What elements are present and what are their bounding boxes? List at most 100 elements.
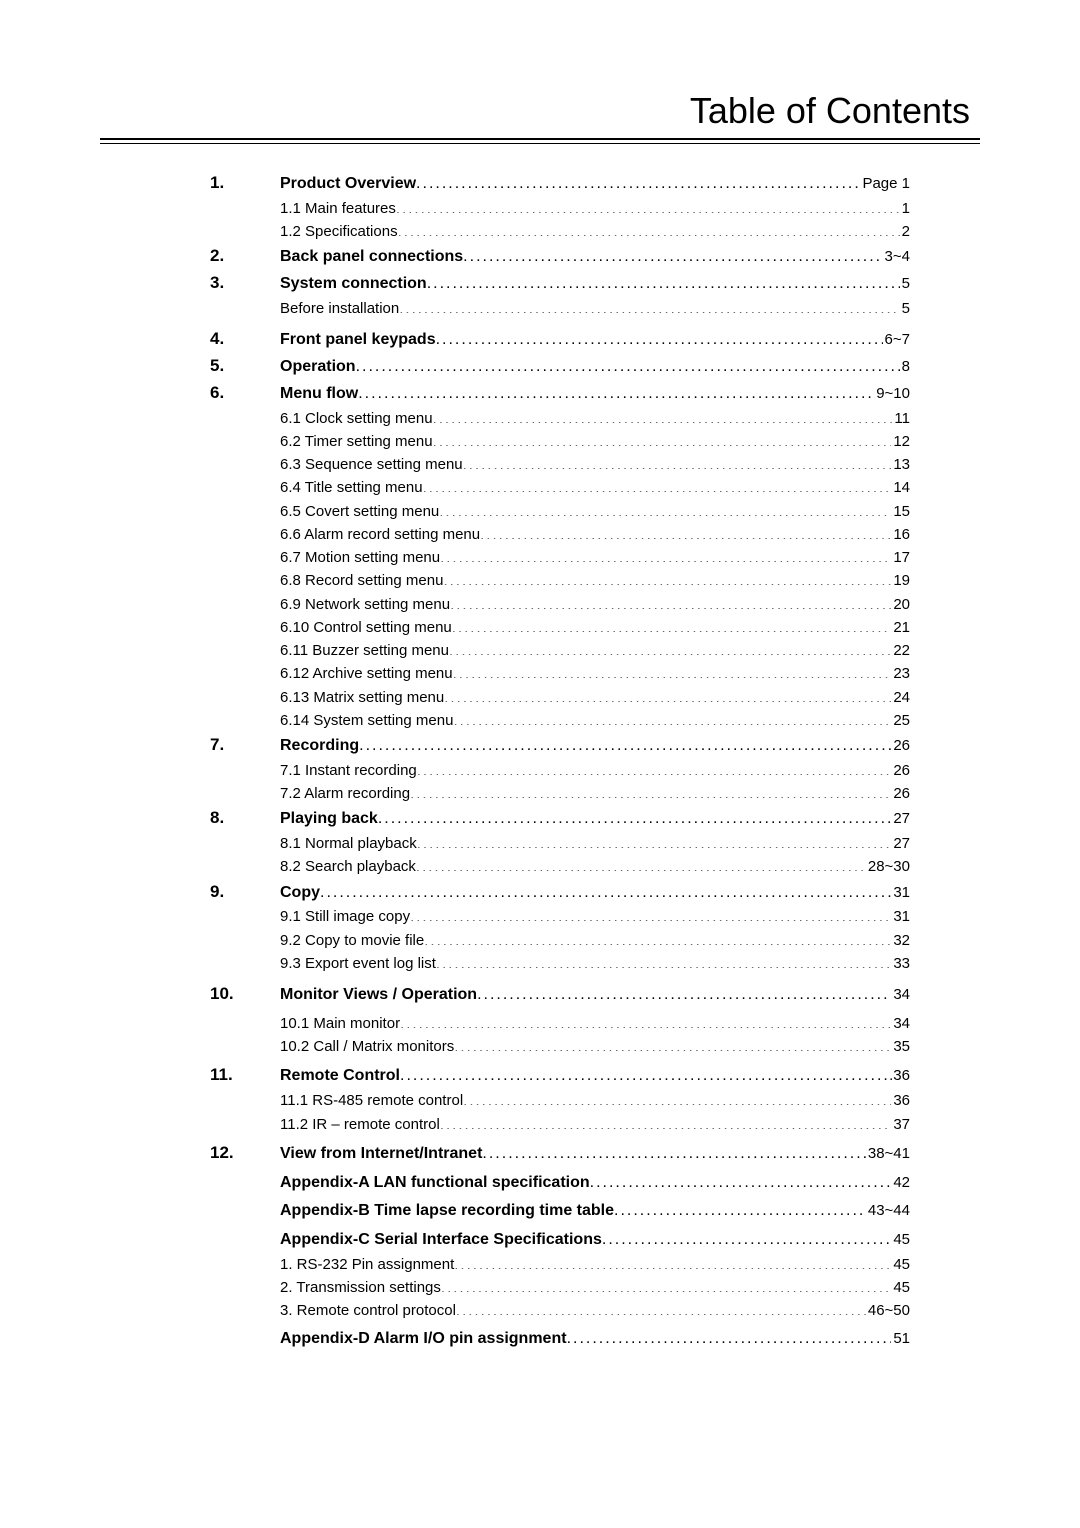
toc-entry-page: 15 [891,500,910,523]
toc-entry-number: 10. [210,981,280,1007]
page: Table of Contents 1.Product OverviewPage… [0,0,1080,1352]
title-block: Table of Contents [100,90,980,132]
toc-subentry: 2. Transmission settings45 [210,1276,910,1299]
toc-entry-label: Monitor Views / Operation [280,983,477,1008]
toc-entry-page: 51 [891,1327,910,1350]
toc-leader-dots [590,1171,892,1187]
toc-entry-label: Back panel connections [280,245,463,270]
toc-entry-page: 38~41 [866,1142,910,1165]
toc-leader-dots [417,833,892,848]
toc-entry: Appendix-D Alarm I/O pin assignment 51 [210,1327,910,1352]
toc-subentry: 6.9 Network setting menu 20 [210,593,910,616]
toc-leader-dots [356,355,900,371]
toc-entry: 2.Back panel connections3~4 [210,243,910,270]
toc-leader-dots [417,760,892,775]
toc-entry: 3.System connection5 [210,270,910,297]
toc-leader-dots [359,734,891,750]
toc-entry-label: Appendix-D Alarm I/O pin assignment [280,1327,567,1352]
toc-leader-dots [463,454,892,469]
toc-subentry: 6.1 Clock setting menu 11 [210,407,910,430]
toc-entry: Appendix-B Time lapse recording time tab… [210,1199,910,1224]
toc-entry-label: 6.1 Clock setting menu [280,407,433,430]
toc-entry-page: 33 [891,952,910,975]
title-rule-bottom [100,143,980,144]
toc-entry-label: 6.12 Archive setting menu [280,662,453,685]
toc-leader-dots [398,221,900,236]
toc-leader-dots [400,1013,891,1028]
toc-leader-dots [410,783,891,798]
toc-entry-number: 2. [210,243,280,269]
toc-entry-label: Playing back [280,807,378,832]
toc-subentry: 10.2 Call / Matrix monitors35 [210,1035,910,1058]
toc-entry-label: 6.9 Network setting menu [280,593,450,616]
toc-entry-label: 8.2 Search playback [280,855,416,878]
toc-leader-dots [396,198,900,213]
toc-entry-label: 9.3 Export event log list [280,952,436,975]
toc-leader-dots [400,1064,887,1080]
toc-entry-label: Product Overview [280,172,416,197]
title-rule-top [100,138,980,140]
toc-leader-dots [441,1277,891,1292]
toc-subentry: Before installation5 [210,297,910,320]
toc-leader-dots [440,1114,892,1129]
toc-entry-label: 6.5 Covert setting menu [280,500,439,523]
toc-entry-page: 11 [892,407,910,430]
toc-subentry: 6.13 Matrix setting menu24 [210,686,910,709]
toc-subentry: 1.1 Main features1 [210,197,910,220]
toc-entry-label: 10.2 Call / Matrix monitors [280,1035,454,1058]
toc-entry-page: 1 [900,197,910,220]
toc-entry-label: 6.2 Timer setting menu [280,430,433,453]
toc-entry-number: 3. [210,270,280,296]
toc-leader-dots [436,328,883,344]
toc-entry-page: 14 [891,476,910,499]
toc-leader-dots [440,547,891,562]
toc-entry-page: 27 [891,832,910,855]
toc-entry-number: 11. [210,1062,280,1088]
toc-leader-dots [567,1327,892,1343]
toc-entry-page: 45 [891,1228,910,1251]
toc-entry-label: 7.2 Alarm recording [280,782,410,805]
toc-subentry: 1. RS-232 Pin assignment45 [210,1253,910,1276]
toc-entry-label: Operation [280,355,356,380]
toc-leader-dots [439,501,891,516]
toc-leader-dots [482,1142,865,1158]
page-title: Table of Contents [100,90,970,132]
toc-subentry: 3. Remote control protocol46~50 [210,1299,910,1322]
toc-entry-label: 9.2 Copy to movie file [280,929,424,952]
toc-entry-label: System connection [280,272,427,297]
toc-subentry: 6.3 Sequence setting menu 13 [210,453,910,476]
toc-entry-page: 46~50 [866,1299,910,1322]
toc-entry-page: 32 [891,929,910,952]
toc-entry-page: 45 [891,1276,910,1299]
toc-entry-page: 20 [891,593,910,616]
toc-entry-label: 6.11 Buzzer setting menu [280,639,449,662]
toc-entry-label: 1.2 Specifications [280,220,398,243]
toc-entry-label: Front panel keypads [280,328,436,353]
toc-leader-dots [436,953,891,968]
toc-subentry: 7.2 Alarm recording26 [210,782,910,805]
toc-leader-dots [453,663,892,678]
toc-entry-label: 9.1 Still image copy [280,905,410,928]
toc-entry-page: 34 [891,983,910,1006]
toc-entry-page: 19 [891,569,910,592]
toc-entry-number: 5. [210,353,280,379]
toc-entry-label: Appendix-C Serial Interface Specificatio… [280,1228,602,1253]
toc-entry-number: 4. [210,326,280,352]
toc-entry-page: 13 [891,453,910,476]
toc-entry-page: 27 [891,807,910,830]
toc-entry-page: 9~10 [874,382,910,405]
toc-entry: 8.Playing back27 [210,805,910,832]
toc-entry-label: 6.4 Title setting menu [280,476,423,499]
toc-subentry: 1.2 Specifications2 [210,220,910,243]
toc-leader-dots [602,1228,891,1244]
toc-entry-label: Menu flow [280,382,358,407]
toc-entry: 6.Menu flow9~10 [210,380,910,407]
toc-entry-label: 6.6 Alarm record setting menu [280,523,480,546]
toc-entry-page: 26 [891,734,910,757]
toc-entry-label: 6.7 Motion setting menu [280,546,440,569]
toc-entry-label: 7.1 Instant recording [280,759,417,782]
toc-leader-dots [433,408,893,423]
toc-entry-label: 6.3 Sequence setting menu [280,453,463,476]
toc-entry-page: 26 [891,759,910,782]
toc-subentry: 8.2 Search playback28~30 [210,855,910,878]
